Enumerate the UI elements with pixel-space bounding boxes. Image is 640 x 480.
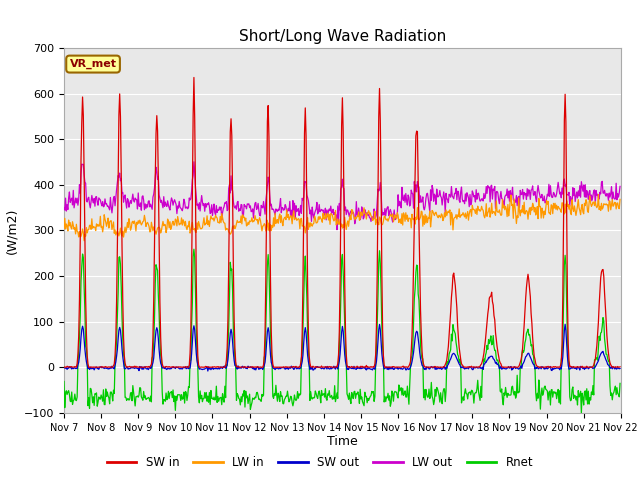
Legend: SW in, LW in, SW out, LW out, Rnet: SW in, LW in, SW out, LW out, Rnet	[102, 452, 538, 474]
Text: VR_met: VR_met	[70, 59, 116, 69]
X-axis label: Time: Time	[327, 435, 358, 448]
Y-axis label: (W/m2): (W/m2)	[5, 207, 19, 253]
Title: Short/Long Wave Radiation: Short/Long Wave Radiation	[239, 29, 446, 44]
